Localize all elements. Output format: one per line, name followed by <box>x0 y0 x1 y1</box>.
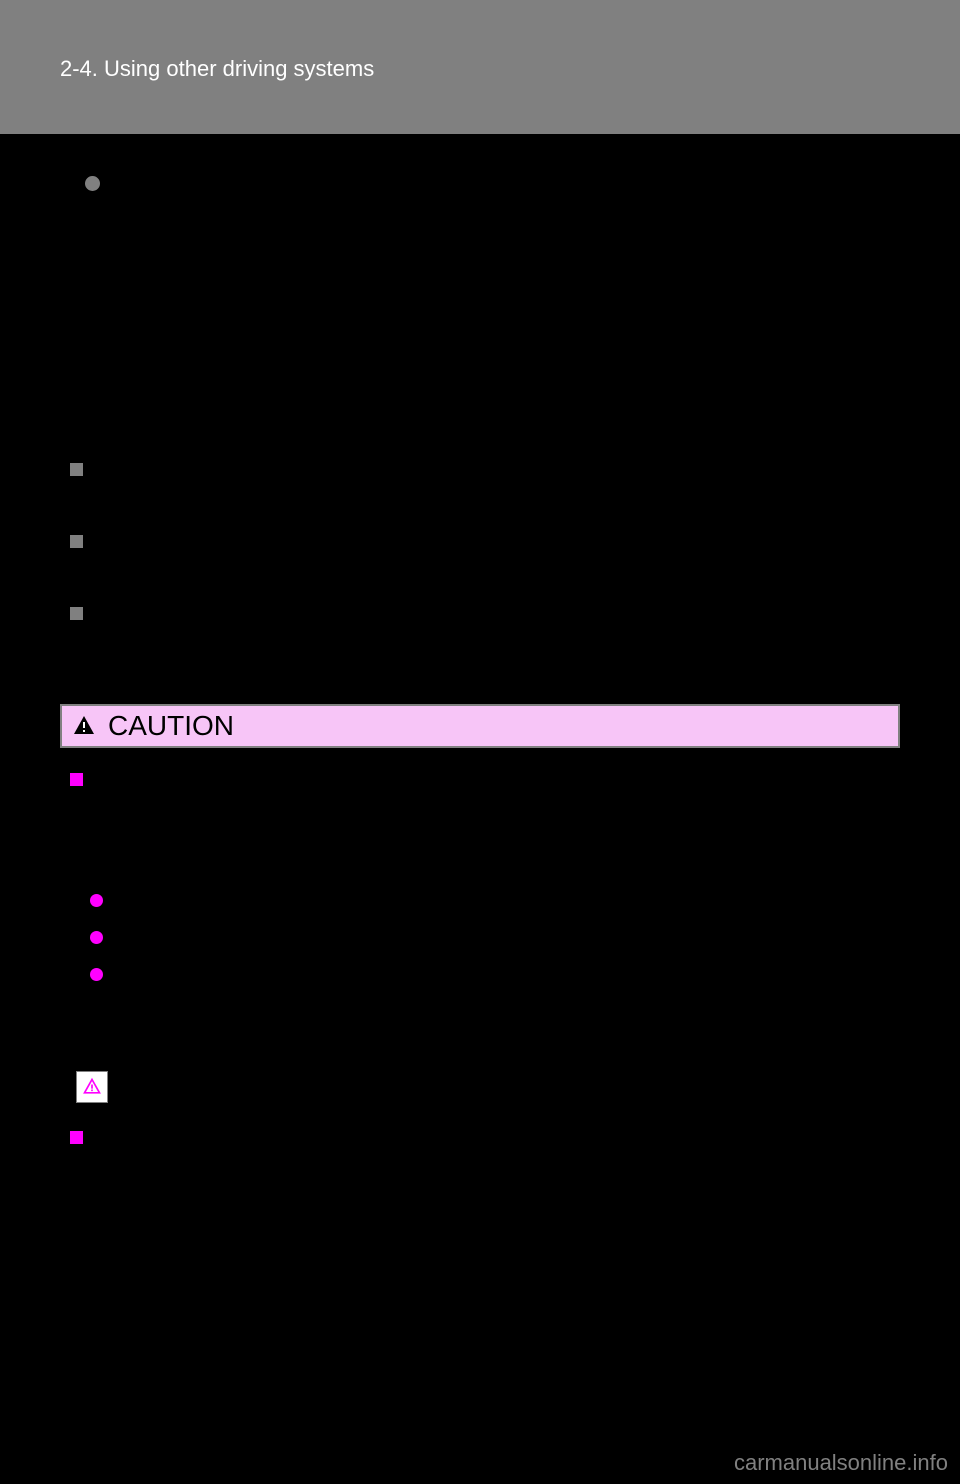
bullet-square-magenta-icon <box>70 1131 83 1144</box>
bullet-square-icon <box>70 463 83 476</box>
bullet-square-magenta-icon <box>70 773 83 786</box>
caution-banner: CAUTION <box>60 704 900 748</box>
bullet-circle-icon <box>85 176 100 191</box>
caution-label: CAUTION <box>108 710 234 742</box>
footer-watermark: carmanualsonline.info <box>734 1450 948 1476</box>
section-title: 2-4. Using other driving systems <box>60 56 374 82</box>
small-warning-box-icon <box>76 1071 108 1103</box>
warning-triangle-small-icon <box>82 1077 102 1097</box>
bullet-circle-magenta-icon <box>90 894 103 907</box>
header-band: 2-4. Using other driving systems <box>0 0 960 134</box>
bullet-square-icon <box>70 607 83 620</box>
warning-triangle-icon <box>72 714 96 738</box>
bullet-circle-magenta-icon <box>90 931 103 944</box>
bullet-square-icon <box>70 535 83 548</box>
bullet-circle-magenta-icon <box>90 968 103 981</box>
